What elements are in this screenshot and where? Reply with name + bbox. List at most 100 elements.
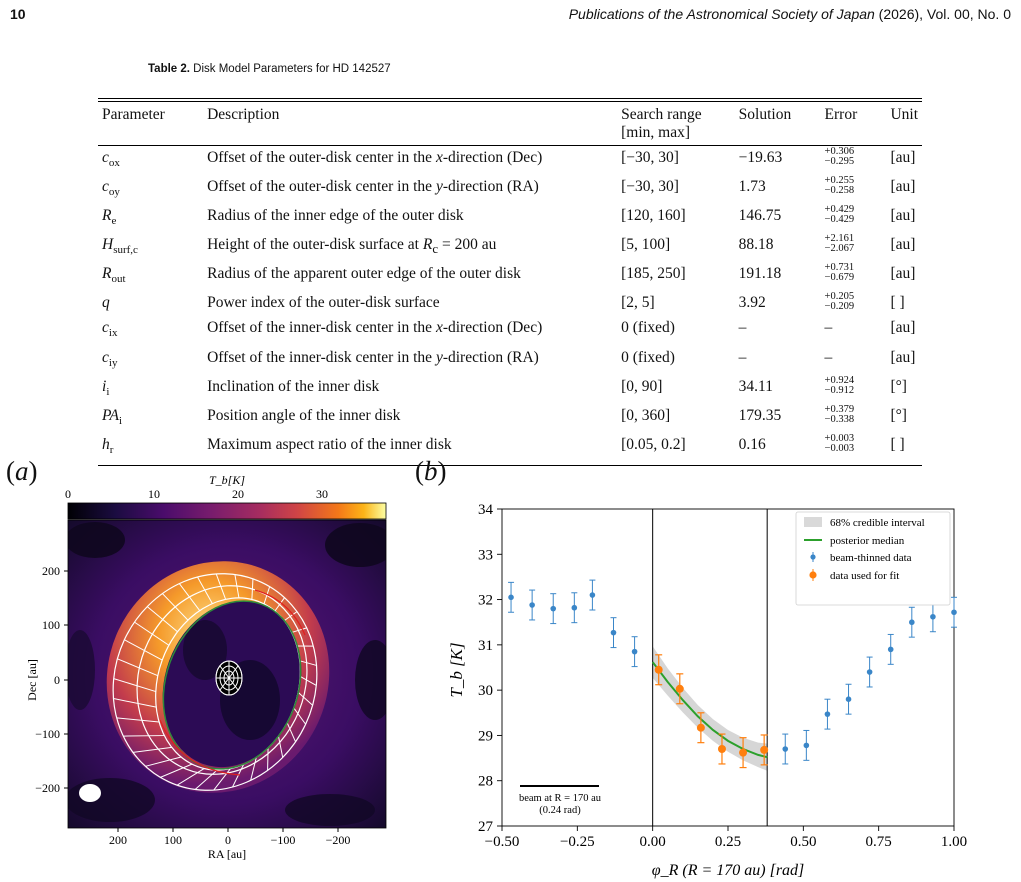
table-rule — [98, 464, 922, 466]
x-tick-label: −0.50 — [485, 834, 520, 850]
cell-parameter: PAi — [102, 406, 123, 427]
cell-parameter: coy — [102, 178, 120, 199]
cell-search-range: [−30, 30] — [621, 149, 679, 166]
cell-parameter: Hsurf,c — [102, 236, 138, 257]
image-xtick: −100 — [271, 833, 296, 847]
cell-unit: [ ] — [890, 435, 905, 453]
cell-solution: 0.16 — [738, 435, 766, 453]
cell-search-range: 0 (fixed) — [621, 348, 675, 366]
cell-solution: 1.73 — [738, 178, 766, 196]
cell-solution: 34.11 — [738, 377, 773, 395]
image-ylabel: Dec [au] — [25, 659, 39, 701]
cell-description: Height of the outer-disk surface at Rc =… — [207, 236, 497, 257]
cell-description: Maximum aspect ratio of the inner disk — [207, 435, 452, 453]
cell-parameter: ciy — [102, 348, 118, 369]
cell-description: Power index of the outer-disk surface — [207, 294, 440, 312]
colorbar — [67, 502, 387, 520]
cell-error: +0.429 −0.429 — [824, 204, 855, 226]
cell-unit: [au] — [890, 236, 916, 254]
cell-search-range: [0, 360] — [621, 406, 671, 424]
beam-thinned-point — [845, 696, 852, 702]
cell-parameter: ii — [102, 377, 110, 398]
parameter-table-wrapper: Parameter Description Search range [min, … — [98, 98, 922, 466]
model-edge — [254, 589, 306, 636]
image-ytick: −100 — [35, 727, 60, 741]
cell-parameter: cox — [102, 149, 120, 170]
grid-spoke — [160, 763, 193, 778]
journal-volume: (2026), Vol. 00, No. 0 — [874, 6, 1011, 22]
image-x-axis: 200 100 0 −100 −200 — [109, 828, 350, 847]
cell-description: Radius of the apparent outer edge of the… — [207, 265, 521, 283]
y-tick-label: 30 — [478, 683, 493, 699]
cell-search-range: [5, 100] — [621, 236, 671, 254]
y-tick-label: 34 — [478, 502, 494, 518]
grid-spoke — [277, 736, 284, 758]
grid-spoke — [232, 764, 245, 788]
grid-spoke — [116, 717, 160, 723]
colorbar-tick: 10 — [148, 487, 160, 501]
cell-error: +0.924 −0.912 — [824, 374, 855, 396]
cell-parameter: Rout — [102, 265, 126, 286]
y-tick-label: 29 — [478, 728, 493, 744]
cell-search-range: [0.05, 0.2] — [621, 435, 686, 453]
grid-spoke — [263, 586, 271, 605]
cell-solution: −19.63 — [738, 149, 783, 166]
beam-thinned-point — [610, 629, 617, 636]
header-search-range: Search range [min, max] — [617, 102, 735, 142]
grid-spoke — [134, 621, 170, 646]
grid-spoke — [234, 574, 240, 598]
cell-description: Inclination of the inner disk — [207, 377, 380, 395]
table-row: Rout Radius of the apparent outer edge of… — [98, 262, 922, 291]
beam-thinned-point — [508, 594, 514, 601]
cell-description: Offset of the outer-disk center in the y… — [207, 178, 539, 196]
fit-data-point — [654, 665, 663, 674]
grid-spoke — [283, 611, 298, 622]
image-xtick: −200 — [326, 833, 351, 847]
table-rule — [98, 98, 922, 99]
image-ytick: 100 — [42, 618, 60, 632]
cell-error: +0.255 −0.258 — [824, 175, 855, 197]
chart-ylabel: T_b [K] — [447, 642, 466, 697]
model-edge — [159, 719, 241, 776]
cell-unit: [°] — [890, 377, 907, 395]
cell-search-range: [0, 90] — [621, 377, 663, 395]
page-number: 10 — [10, 6, 26, 22]
table-row: Re Radius of the inner edge of the outer … — [98, 204, 922, 233]
beam-thinned-point — [803, 742, 810, 749]
image-ytick: 0 — [54, 673, 60, 687]
grid-spoke — [132, 746, 172, 753]
cell-error: – — [824, 348, 833, 366]
colorbar-tick: 0 — [65, 487, 71, 501]
grid-spoke — [178, 583, 201, 611]
legend-swatch-fit — [809, 571, 817, 579]
table-header-row: Parameter Description Search range [min, … — [98, 102, 922, 142]
cell-unit: [ ] — [890, 294, 905, 312]
table-row: Hsurf,c Height of the outer-disk surface … — [98, 233, 922, 262]
x-tick-label: 0.75 — [866, 834, 892, 850]
grid-spoke — [286, 722, 297, 743]
beam-thinned-point — [550, 605, 557, 612]
grid-spoke — [194, 769, 218, 790]
cell-unit: [au] — [890, 319, 916, 337]
grid-spoke — [293, 707, 307, 725]
cell-error: +0.306 −0.295 — [824, 146, 855, 167]
cell-search-range: [120, 160] — [621, 207, 686, 225]
beam-thinned-point — [866, 669, 873, 675]
parameter-table: Parameter Description Search range [min, … — [98, 102, 922, 462]
table-row: cox Offset of the outer-disk center in th… — [98, 146, 922, 175]
table-row: coy Offset of the outer-disk center in th… — [98, 175, 922, 204]
image-xtick: 200 — [109, 833, 127, 847]
colorbar-tick: 20 — [232, 487, 244, 501]
cell-parameter: hr — [102, 435, 114, 456]
cell-unit: [°] — [890, 406, 907, 424]
disk-image-panel: T_b[K] 0 10 20 30 — [25, 473, 387, 860]
posterior-median-line — [651, 661, 768, 759]
fit-data-point — [675, 684, 684, 693]
legend-item: data used for fit — [830, 570, 899, 582]
cell-description: Offset of the inner-disk center in the y… — [207, 348, 539, 366]
cell-solution: 191.18 — [738, 265, 782, 283]
grid-spoke — [162, 593, 189, 621]
image-y-axis: 200 100 0 −100 −200 — [35, 564, 68, 795]
cell-solution: 88.18 — [738, 236, 774, 254]
image-xtick: 0 — [225, 833, 231, 847]
